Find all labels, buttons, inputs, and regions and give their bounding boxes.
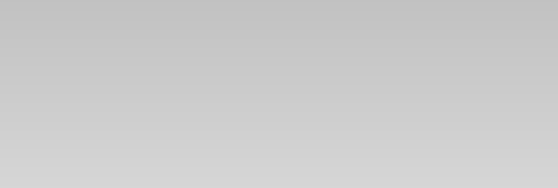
Text: increases, decreases C) increases, increases, increases D): increases, decreases C) increases, incre… bbox=[8, 135, 461, 150]
Text: decreases, increases, increases E) decreases, increases,: decreases, increases, increases E) decre… bbox=[8, 161, 447, 176]
Text: In general, as you go across a period in the periodic table from: In general, as you go across a period in… bbox=[8, 34, 497, 49]
Text: left to right: (1) the atomic radius __________; (2) the: left to right: (1) the atomic radius ___… bbox=[8, 59, 413, 75]
Text: electronegativity __________; and (3) the ionization energy: electronegativity __________; and (3) th… bbox=[8, 85, 458, 101]
Text: decreases: decreases bbox=[8, 186, 87, 188]
Text: __________. A) decreases, decreases, increases B) increases,: __________. A) decreases, decreases, inc… bbox=[8, 110, 473, 126]
